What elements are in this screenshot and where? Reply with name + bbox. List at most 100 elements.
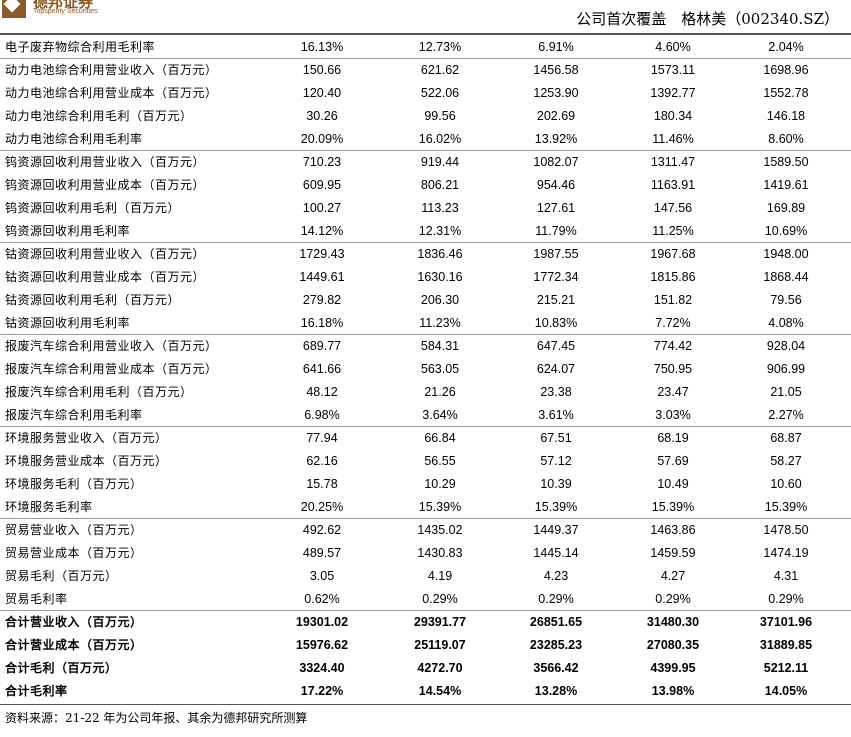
cell-value: 1815.86 — [650, 270, 696, 284]
row-label: 报废汽车综合利用毛利率 — [5, 408, 143, 422]
cell-value: 29391.77 — [413, 615, 467, 629]
cell-value: 1552.78 — [763, 86, 809, 100]
cell-value: 15.39% — [418, 500, 462, 514]
cell-value: 2.04% — [768, 40, 804, 54]
logo-subtext: Topsperity Securities — [33, 8, 98, 15]
cell-value: 0.29% — [768, 592, 804, 606]
cell-value: 10.69% — [764, 224, 808, 238]
cell-value: 20.09% — [300, 132, 344, 146]
cell-value: 206.30 — [420, 293, 460, 307]
cell-value: 56.55 — [424, 454, 456, 468]
cell-value: 5212.11 — [763, 661, 809, 675]
cell-value: 10.83% — [534, 316, 578, 330]
cell-value: 23.47 — [657, 385, 689, 399]
cell-value: 113.23 — [421, 201, 459, 215]
source-note: 资料来源：21-22 年为公司年报、其余为德邦研究所测算 — [5, 711, 308, 725]
row-separator — [0, 242, 851, 243]
cell-value: 202.69 — [536, 109, 576, 123]
cell-value: 11.23% — [419, 316, 461, 330]
cell-value: 16.02% — [418, 132, 462, 146]
row-label: 钨资源回收利用营业成本（百万元） — [5, 178, 206, 192]
cell-value: 4.27 — [660, 569, 686, 583]
cell-value: 1449.61 — [299, 270, 345, 284]
cell-value: 14.05% — [764, 684, 808, 698]
cell-value: 7.72% — [655, 316, 691, 330]
row-label: 动力电池综合利用营业成本（百万元） — [5, 86, 218, 100]
cell-value: 624.07 — [536, 362, 576, 376]
cell-value: 15.39% — [764, 500, 808, 514]
cell-value: 66.84 — [424, 431, 456, 445]
cell-value: 609.95 — [302, 178, 342, 192]
cell-value: 0.29% — [655, 592, 691, 606]
cell-value: 48.12 — [306, 385, 338, 399]
cell-value: 120.40 — [302, 86, 342, 100]
row-label: 钴资源回收利用营业成本（百万元） — [5, 270, 206, 284]
cell-value: 10.29 — [424, 477, 456, 491]
row-label: 报废汽车综合利用营业成本（百万元） — [5, 362, 218, 376]
cell-value: 13.92% — [534, 132, 578, 146]
cell-value: 4.31 — [773, 569, 799, 583]
cell-value: 1445.14 — [533, 546, 579, 560]
cell-value: 150.66 — [302, 63, 342, 77]
table-bottom-rule — [0, 704, 851, 705]
cell-value: 13.98% — [651, 684, 695, 698]
cell-value: 8.60% — [768, 132, 804, 146]
row-label: 钨资源回收利用营业收入（百万元） — [5, 155, 206, 169]
cell-value: 12.31% — [418, 224, 462, 238]
cell-value: 1463.86 — [650, 523, 696, 537]
row-label: 环境服务毛利（百万元） — [5, 477, 143, 491]
cell-value: 1419.61 — [763, 178, 809, 192]
cell-value: 621.62 — [420, 63, 460, 77]
cell-value: 4.19 — [427, 569, 453, 583]
row-label: 合计毛利率 — [5, 684, 68, 698]
cell-value: 99.56 — [424, 109, 456, 123]
cell-value: 750.95 — [653, 362, 693, 376]
cell-value: 1987.55 — [533, 247, 579, 261]
cell-value: 77.94 — [306, 431, 338, 445]
row-separator — [0, 150, 851, 151]
row-label: 贸易毛利（百万元） — [5, 569, 118, 583]
row-label: 环境服务营业收入（百万元） — [5, 431, 168, 445]
cell-value: 928.04 — [766, 339, 806, 353]
cell-value: 1967.68 — [650, 247, 696, 261]
cell-value: 3324.40 — [299, 661, 345, 675]
cell-value: 3.64% — [422, 408, 458, 422]
cell-value: 31889.85 — [759, 638, 813, 652]
cell-value: 15.39% — [651, 500, 695, 514]
cell-value: 6.98% — [304, 408, 340, 422]
cell-value: 806.21 — [420, 178, 460, 192]
cell-value: 1449.37 — [533, 523, 579, 537]
cell-value: 15.39% — [534, 500, 578, 514]
row-separator — [0, 610, 851, 611]
cell-value: 26851.65 — [529, 615, 583, 629]
row-label: 合计营业收入（百万元） — [5, 615, 143, 629]
cell-value: 10.39 — [540, 477, 572, 491]
cell-value: 21.26 — [424, 385, 456, 399]
row-label: 钨资源回收利用毛利率 — [5, 224, 131, 238]
cell-value: 13.28% — [534, 684, 578, 698]
cell-value: 16.13% — [300, 40, 344, 54]
cell-value: 3566.42 — [533, 661, 579, 675]
cell-value: 1772.34 — [533, 270, 579, 284]
cell-value: 21.05 — [770, 385, 802, 399]
cell-value: 6.91% — [538, 40, 574, 54]
row-label: 合计营业成本（百万元） — [5, 638, 143, 652]
row-separator — [0, 518, 851, 519]
cell-value: 30.26 — [306, 109, 338, 123]
row-label: 贸易营业收入（百万元） — [5, 523, 143, 537]
cell-value: 11.46% — [652, 132, 694, 146]
cell-value: 1430.83 — [417, 546, 463, 560]
cell-value: 17.22% — [300, 684, 344, 698]
cell-value: 3.61% — [538, 408, 574, 422]
cell-value: 11.79% — [535, 224, 577, 238]
cell-value: 180.34 — [653, 109, 693, 123]
cell-value: 1311.47 — [650, 155, 696, 169]
cell-value: 774.42 — [653, 339, 693, 353]
cell-value: 1729.43 — [299, 247, 345, 261]
cell-value: 1459.59 — [650, 546, 696, 560]
cell-value: 4272.70 — [417, 661, 463, 675]
cell-value: 146.18 — [766, 109, 806, 123]
row-separator — [0, 58, 851, 59]
row-label: 报废汽车综合利用毛利（百万元） — [5, 385, 193, 399]
